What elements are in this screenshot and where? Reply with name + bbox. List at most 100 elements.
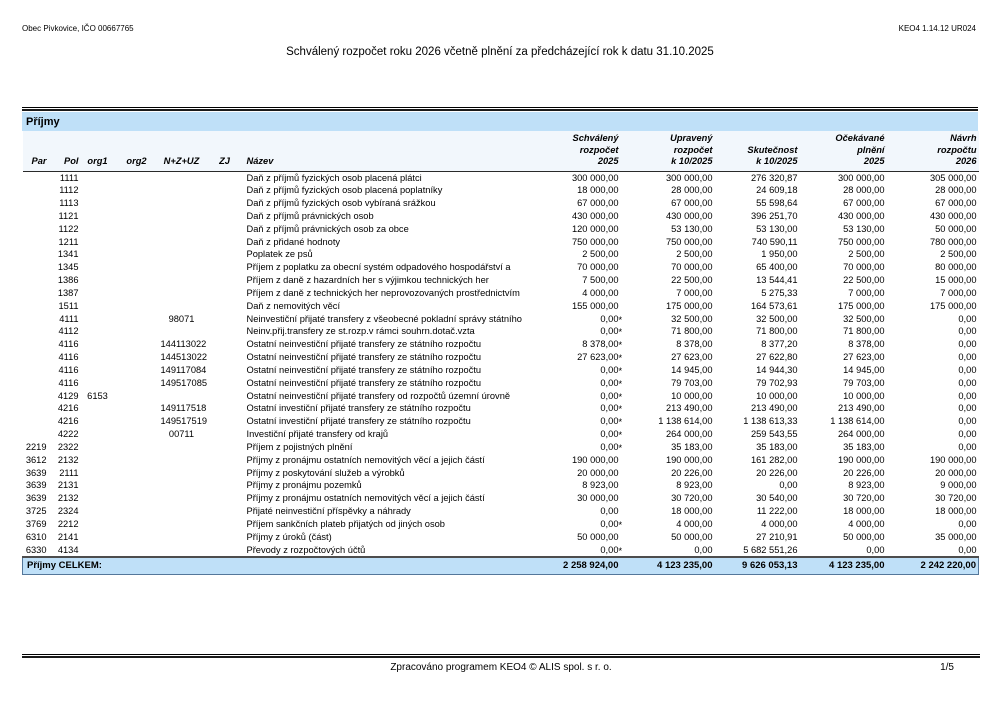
cell-par: 2219 bbox=[25, 441, 47, 452]
cell-par: 3639 bbox=[25, 467, 47, 478]
regulation-asterisk: * bbox=[618, 327, 623, 338]
cell-pol: 4116 bbox=[58, 377, 79, 388]
table-header-row: Par Pol org1 org2 N+Z+UZ ZJ Název Schvál… bbox=[22, 131, 979, 172]
cell-zj bbox=[205, 248, 245, 261]
cell-zj bbox=[205, 171, 245, 184]
cell-amount-2: 190 000,00 bbox=[665, 454, 713, 465]
cell-org1 bbox=[81, 210, 115, 223]
cell-amount-1: 155 000,00 bbox=[571, 300, 619, 311]
cell-zj bbox=[205, 390, 245, 403]
column-header-nzuz: N+Z+UZ bbox=[158, 131, 205, 172]
regulation-asterisk: * bbox=[618, 430, 623, 441]
cell-org1 bbox=[81, 454, 115, 467]
cell-org2 bbox=[115, 338, 159, 351]
table-row: 4216 149117518 Ostatní investiční přijaté … bbox=[23, 402, 979, 415]
cell-nazev: Ostatní investiční přijaté transfery ze … bbox=[246, 416, 471, 427]
cell-nazev: Ostatní neinvestiční přijaté transfery z… bbox=[246, 339, 482, 350]
cell-nazev: Ostatní neinvestiční přijaté transfery z… bbox=[246, 364, 482, 375]
cell-zj bbox=[205, 210, 245, 223]
cell-amount-2: 0,00 bbox=[694, 544, 713, 555]
cell-par bbox=[23, 402, 49, 415]
column-header-pol: Pol bbox=[48, 131, 81, 172]
regulation-asterisk: * bbox=[618, 545, 623, 556]
table-row: 3639 2132 Příjmy z pronájmu ostatních nemo… bbox=[23, 492, 979, 505]
cell-amount-4: 175 000,00 bbox=[837, 300, 885, 311]
cell-amount-5: 0,00 bbox=[958, 544, 977, 555]
cell-amount-1: 750 000,00 bbox=[571, 236, 619, 247]
cell-amount-4: 10 000,00 bbox=[843, 390, 885, 401]
cell-org2 bbox=[115, 415, 159, 428]
cell-pol: 4116 bbox=[58, 364, 79, 375]
table-row: 1122 Daň z příjmů právnických osob za obc… bbox=[23, 223, 979, 236]
cell-par: 3769 bbox=[25, 518, 47, 529]
cell-zj bbox=[205, 338, 245, 351]
cell-pol: 2132 bbox=[57, 454, 79, 465]
cell-par bbox=[23, 300, 49, 313]
cell-par bbox=[23, 197, 49, 210]
cell-org2 bbox=[115, 492, 159, 505]
cell-org2 bbox=[115, 364, 159, 377]
table-row: 3639 2111 Příjmy z poskytování služeb a vý… bbox=[23, 467, 979, 480]
cell-amount-1: 300 000,00 bbox=[571, 172, 619, 183]
cell-zj bbox=[205, 454, 245, 467]
cell-amount-1: 30 000,00 bbox=[577, 493, 619, 504]
cell-nzuz bbox=[159, 505, 205, 518]
total-value-1: 2 258 924,00 bbox=[526, 556, 621, 576]
cell-amount-4: 18 000,00 bbox=[843, 506, 885, 517]
cell-nazev: Ostatní neinvestiční přijaté transfery z… bbox=[246, 352, 482, 363]
cell-org1 bbox=[81, 248, 115, 261]
cell-amount-2: 4 000,00 bbox=[676, 518, 713, 529]
cell-org1 bbox=[81, 325, 115, 338]
cell-nzuz: 98071 bbox=[168, 313, 195, 324]
cell-amount-3: 79 702,93 bbox=[756, 377, 798, 388]
cell-org1 bbox=[81, 223, 115, 236]
cell-par bbox=[23, 171, 49, 184]
cell-amount-1: 0,00 * bbox=[600, 364, 623, 376]
cell-amount-4: 27 623,00 bbox=[843, 352, 885, 363]
regulation-asterisk: * bbox=[618, 519, 623, 530]
cell-nzuz bbox=[159, 454, 205, 467]
cell-nazev: Poplatek ze psů bbox=[246, 249, 313, 260]
cell-nzuz bbox=[159, 531, 205, 544]
cell-amount-2: 67 000,00 bbox=[671, 198, 713, 209]
regulation-asterisk: * bbox=[618, 314, 623, 325]
cell-zj bbox=[205, 377, 245, 390]
cell-org2 bbox=[115, 467, 159, 480]
cell-amount-3: 396 251,70 bbox=[750, 210, 798, 221]
cell-nzuz bbox=[159, 210, 205, 223]
table-row: 3769 2212 Příjem sankčních plateb přijatýc… bbox=[23, 518, 979, 531]
table-row: 1112 Daň z příjmů fyzických osob placená … bbox=[23, 184, 979, 197]
cell-amount-4: 4 000,00 bbox=[848, 518, 885, 529]
cell-amount-2: 30 720,00 bbox=[671, 493, 713, 504]
table-row: 4222 00711 Investiční přijaté transfery od… bbox=[23, 428, 979, 441]
cell-org2 bbox=[115, 261, 159, 274]
cell-pol: 4222 bbox=[57, 429, 79, 440]
cell-amount-2: 27 623,00 bbox=[671, 352, 713, 363]
table-row: 3639 2131 Příjmy z pronájmu pozemků 8 923,0… bbox=[23, 479, 979, 492]
cell-par: 3725 bbox=[25, 506, 47, 517]
cell-nazev: Neinvestiční přijaté transfery z všeobec… bbox=[246, 313, 522, 324]
cell-org2 bbox=[115, 236, 159, 249]
cell-amount-3: 55 598,64 bbox=[756, 198, 798, 209]
cell-pol: 1112 bbox=[59, 185, 79, 196]
cell-pol: 4134 bbox=[57, 544, 79, 555]
cell-amount-5: 30 720,00 bbox=[935, 493, 977, 504]
cell-org2 bbox=[115, 210, 159, 223]
budget-table-section: Příjmy Par Pol org1 org2 N+Z+UZ ZJ Název… bbox=[22, 107, 979, 576]
cell-amount-3: 0,00 bbox=[779, 480, 798, 491]
cell-org1 bbox=[81, 415, 115, 428]
cell-amount-2: 18 000,00 bbox=[671, 506, 713, 517]
cell-amount-1: 18 000,00 bbox=[577, 185, 619, 196]
cell-amount-3: 11 222,00 bbox=[756, 506, 798, 517]
table-row: 4216 149517519 Ostatní investiční přijaté … bbox=[23, 415, 979, 428]
cell-amount-3: 4 000,00 bbox=[761, 518, 798, 529]
cell-org1 bbox=[81, 197, 115, 210]
cell-amount-1: 120 000,00 bbox=[571, 223, 619, 234]
table-row: 1121 Daň z příjmů právnických osob 430 000… bbox=[23, 210, 979, 223]
cell-amount-2: 8 378,00 bbox=[676, 339, 713, 350]
cell-zj bbox=[205, 351, 245, 364]
cell-amount-3: 213 490,00 bbox=[750, 403, 798, 414]
cell-pol: 4216 bbox=[57, 403, 79, 414]
cell-nzuz bbox=[159, 274, 205, 287]
cell-nzuz bbox=[159, 171, 205, 184]
